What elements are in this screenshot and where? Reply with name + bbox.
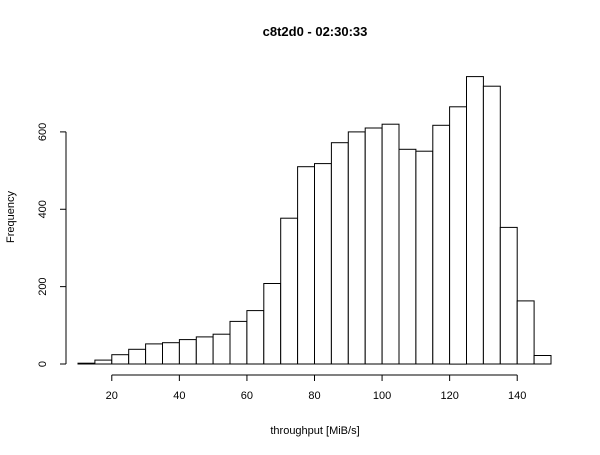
histogram-bar [314,163,332,365]
x-tick-label: 120 [440,390,458,402]
histogram-bar [212,333,231,365]
x-tick-label: 20 [106,390,118,402]
histogram-bar [449,106,468,365]
y-axis-label: Frequency [5,191,17,243]
histogram-bar [466,76,484,365]
histogram-bar [330,142,349,365]
y-tick-label: 0 [37,361,49,367]
histogram-bar [533,355,552,365]
x-tick-label: 60 [241,390,253,402]
bars-group [77,76,552,365]
chart-title: c8t2d0 - 02:30:33 [263,24,368,39]
y-tick-label: 200 [37,277,49,295]
y-axis: 0 200 400 600 [37,123,67,367]
x-tick-label: 140 [508,390,526,402]
x-tick-label: 100 [373,390,391,402]
histogram-bar [111,354,130,365]
x-axis-label: throughput [MiB/s] [270,425,359,437]
histogram-bar [178,339,197,365]
histogram-bar [415,150,434,365]
histogram-bar [381,123,400,365]
histogram-bar [482,85,501,365]
histogram-bar [94,359,113,365]
histogram-bar [364,127,383,365]
histogram-bar [280,217,299,365]
y-tick-label: 600 [37,123,49,141]
histogram-bar [499,226,518,365]
histogram-bar [128,348,147,365]
histogram-bar [398,148,417,365]
histogram-bar [263,283,282,365]
histogram-bar [162,342,180,365]
histogram-bar [432,124,451,365]
histogram-bar [229,320,248,365]
histogram-bar [246,310,265,365]
x-tick-label: 80 [308,390,320,402]
x-axis: 20 40 60 80 100 120 140 [106,374,526,402]
histogram-bar [77,362,96,365]
histogram-bar [195,336,214,365]
histogram-bar [145,343,164,365]
histogram-bar [347,131,366,365]
y-tick-label: 400 [37,200,49,218]
histogram-bar [297,166,316,365]
x-tick-label: 40 [173,390,185,402]
histogram-bar [516,300,535,365]
